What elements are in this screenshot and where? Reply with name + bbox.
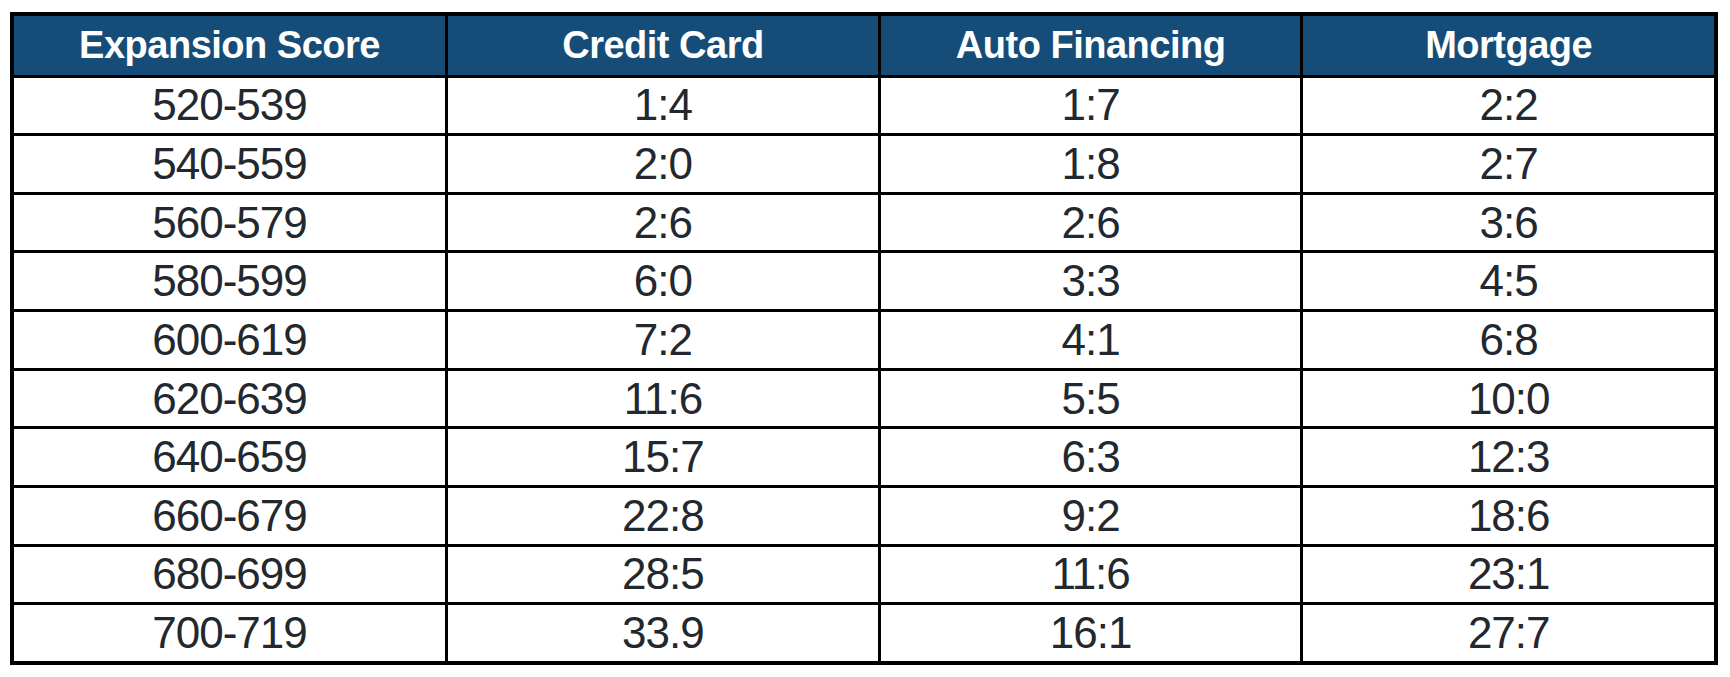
table-row: 560-5792:62:63:6 [12, 193, 1716, 252]
value-cell: 3:6 [1302, 193, 1716, 252]
value-cell: 27:7 [1302, 604, 1716, 663]
score-range-cell: 520-539 [12, 76, 447, 135]
value-cell: 11:6 [447, 369, 880, 428]
score-range-cell: 600-619 [12, 311, 447, 370]
value-cell: 33.9 [447, 604, 880, 663]
score-range-cell: 680-699 [12, 545, 447, 604]
column-header: Expansion Score [12, 14, 447, 76]
value-cell: 16:1 [879, 604, 1302, 663]
value-cell: 2:7 [1302, 135, 1716, 194]
table-row: 660-67922:89:218:6 [12, 486, 1716, 545]
table-body: 520-5391:41:72:2540-5592:01:82:7560-5792… [12, 76, 1716, 663]
expansion-score-table-container: Expansion ScoreCredit CardAuto Financing… [10, 12, 1718, 665]
value-cell: 15:7 [447, 428, 880, 487]
value-cell: 12:3 [1302, 428, 1716, 487]
value-cell: 28:5 [447, 545, 880, 604]
table-row: 600-6197:24:16:8 [12, 311, 1716, 370]
score-range-cell: 540-559 [12, 135, 447, 194]
value-cell: 6:0 [447, 252, 880, 311]
value-cell: 3:3 [879, 252, 1302, 311]
table-row: 640-65915:76:312:3 [12, 428, 1716, 487]
expansion-score-table: Expansion ScoreCredit CardAuto Financing… [10, 12, 1718, 665]
score-range-cell: 560-579 [12, 193, 447, 252]
value-cell: 11:6 [879, 545, 1302, 604]
table-row: 520-5391:41:72:2 [12, 76, 1716, 135]
value-cell: 2:6 [879, 193, 1302, 252]
value-cell: 10:0 [1302, 369, 1716, 428]
value-cell: 1:8 [879, 135, 1302, 194]
header-row: Expansion ScoreCredit CardAuto Financing… [12, 14, 1716, 76]
value-cell: 23:1 [1302, 545, 1716, 604]
value-cell: 9:2 [879, 486, 1302, 545]
score-range-cell: 620-639 [12, 369, 447, 428]
column-header: Mortgage [1302, 14, 1716, 76]
table-row: 540-5592:01:82:7 [12, 135, 1716, 194]
table-row: 580-5996:03:34:5 [12, 252, 1716, 311]
score-range-cell: 660-679 [12, 486, 447, 545]
value-cell: 1:4 [447, 76, 880, 135]
value-cell: 4:1 [879, 311, 1302, 370]
value-cell: 2:6 [447, 193, 880, 252]
column-header: Credit Card [447, 14, 880, 76]
value-cell: 5:5 [879, 369, 1302, 428]
value-cell: 6:3 [879, 428, 1302, 487]
score-range-cell: 700-719 [12, 604, 447, 663]
score-range-cell: 640-659 [12, 428, 447, 487]
table-row: 620-63911:65:510:0 [12, 369, 1716, 428]
score-range-cell: 580-599 [12, 252, 447, 311]
value-cell: 7:2 [447, 311, 880, 370]
value-cell: 22:8 [447, 486, 880, 545]
value-cell: 6:8 [1302, 311, 1716, 370]
value-cell: 2:0 [447, 135, 880, 194]
value-cell: 2:2 [1302, 76, 1716, 135]
column-header: Auto Financing [879, 14, 1302, 76]
value-cell: 1:7 [879, 76, 1302, 135]
value-cell: 18:6 [1302, 486, 1716, 545]
table-row: 680-69928:511:623:1 [12, 545, 1716, 604]
table-row: 700-71933.916:127:7 [12, 604, 1716, 663]
value-cell: 4:5 [1302, 252, 1716, 311]
